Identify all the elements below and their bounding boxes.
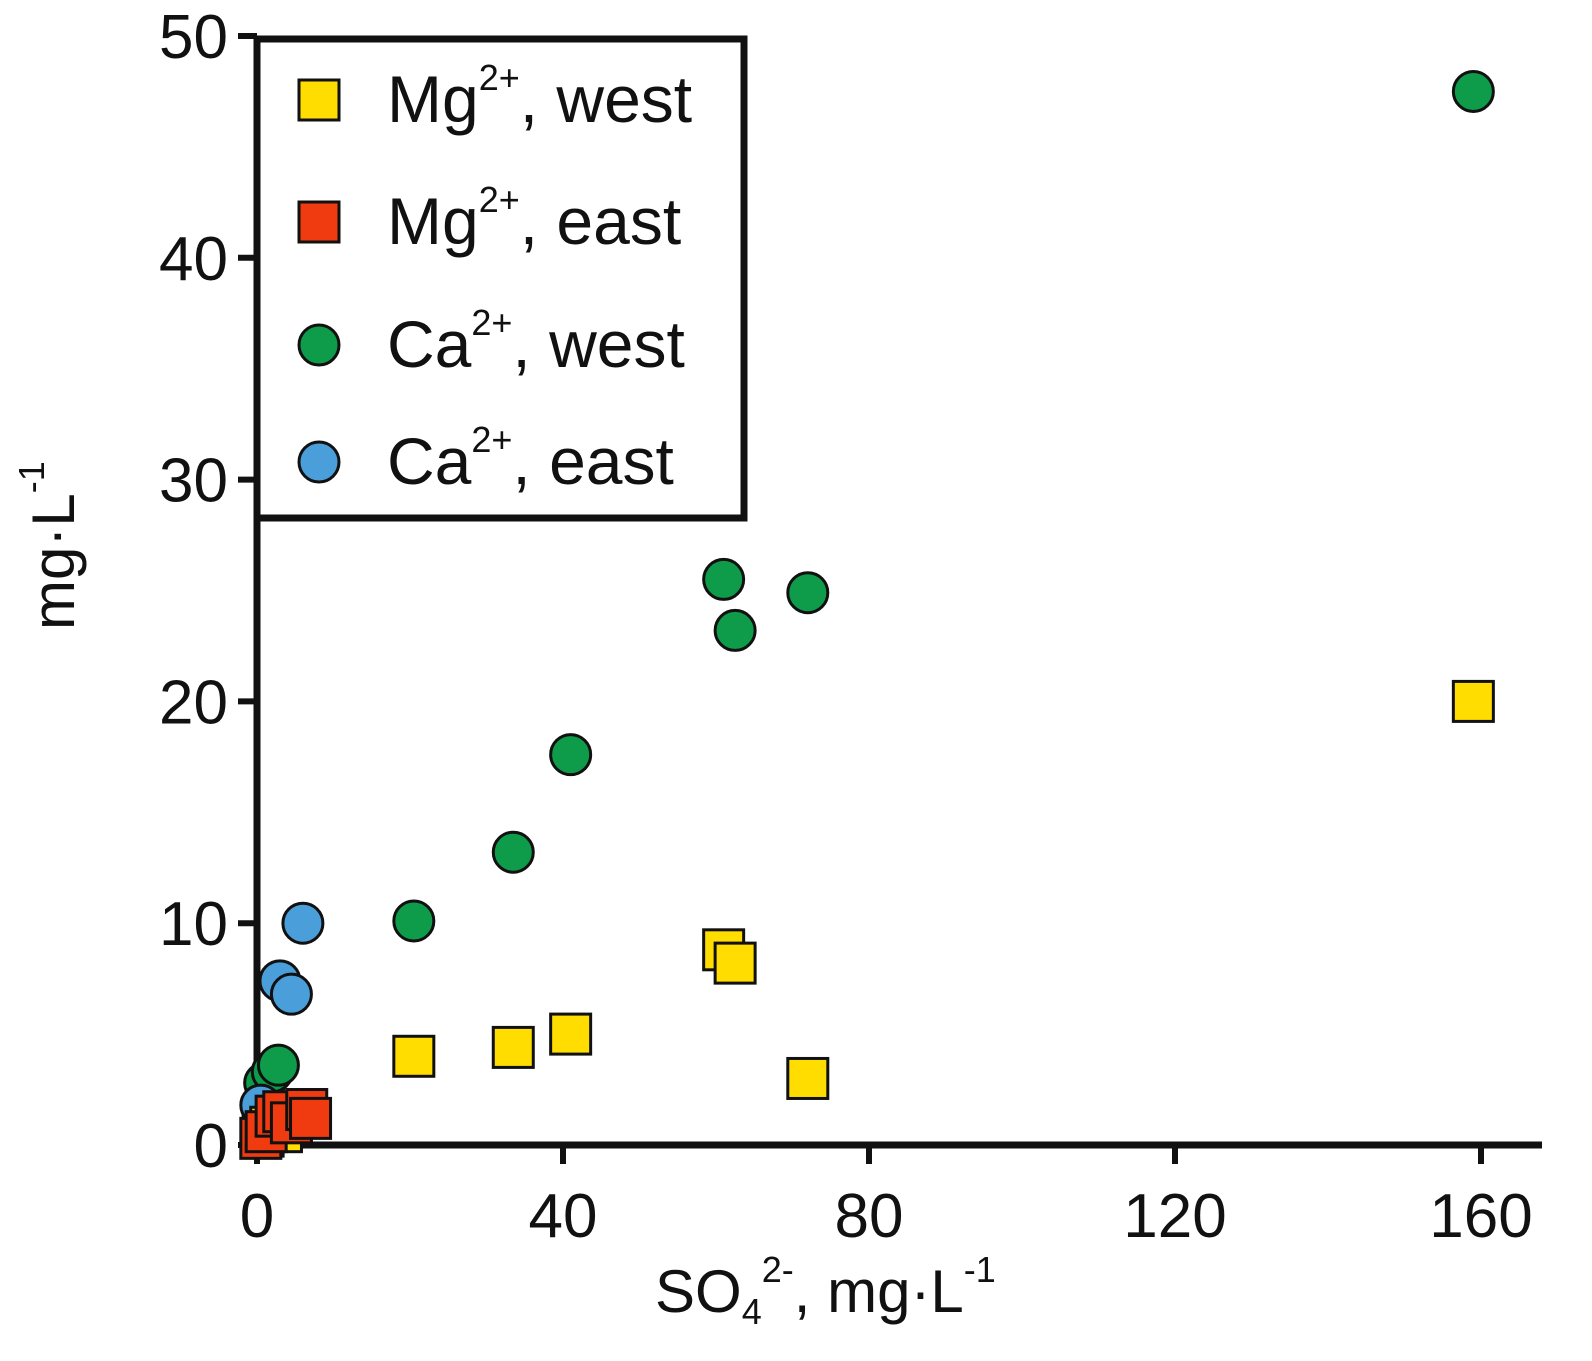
y-ticks: 0 10 20 30 40 50 xyxy=(159,3,257,1181)
legend-marker-circle xyxy=(297,323,341,367)
legend-marker-circle xyxy=(297,440,341,484)
data-point-circle xyxy=(549,733,593,777)
data-point-circle xyxy=(786,571,830,615)
x-axis-title: SO42-, mg·L-1 xyxy=(655,1249,996,1332)
y-tick-label: 30 xyxy=(159,447,228,516)
legend-label: Ca2+, east xyxy=(387,419,674,498)
data-point-circle xyxy=(256,1043,300,1087)
x-axis-title-sub: 4 xyxy=(742,1291,762,1332)
data-point-square xyxy=(786,1056,830,1100)
x-tick-label: 80 xyxy=(835,1182,904,1251)
data-point-square xyxy=(392,1034,436,1078)
y-tick-label: 40 xyxy=(159,225,228,294)
data-point-square xyxy=(549,1012,593,1056)
legend-marker-square xyxy=(297,200,341,244)
x-axis-title-rest: , mg·L xyxy=(794,1258,964,1325)
data-points xyxy=(239,69,1495,1160)
legend-label: Ca2+, west xyxy=(387,302,685,381)
y-axis-title-sup: -1 xyxy=(11,461,52,493)
x-axis-title-unit-sup: -1 xyxy=(964,1249,996,1290)
data-point-circle xyxy=(1451,69,1495,113)
data-point-circle xyxy=(392,899,436,943)
y-tick-label: 50 xyxy=(159,3,228,72)
x-tick-label: 160 xyxy=(1429,1182,1532,1251)
data-point-square xyxy=(1451,679,1495,723)
x-axis-title-base: SO xyxy=(655,1258,742,1325)
y-axis-title-base: mg·L xyxy=(20,493,87,630)
y-tick-label: 0 xyxy=(194,1112,228,1181)
data-point-circle xyxy=(269,972,313,1016)
legend-label: Mg2+, west xyxy=(387,57,692,136)
legend-label: Mg2+, east xyxy=(387,179,681,258)
x-axis-title-sup: 2- xyxy=(762,1249,794,1290)
y-tick-label: 20 xyxy=(159,668,228,737)
y-axis-title: mg·L-1 xyxy=(11,461,87,630)
x-ticks: 0 40 80 120 160 xyxy=(240,1145,1533,1251)
data-point-circle xyxy=(702,557,746,601)
data-point-circle xyxy=(281,901,325,945)
data-point-circle xyxy=(491,830,535,874)
x-tick-label: 0 xyxy=(240,1182,274,1251)
y-tick-label: 10 xyxy=(159,890,228,959)
legend: Mg2+, west Mg2+, east Ca2+, west Ca2+, east xyxy=(253,35,748,522)
x-tick-label: 120 xyxy=(1123,1182,1226,1251)
legend-marker-square xyxy=(297,78,341,122)
x-tick-label: 40 xyxy=(529,1182,598,1251)
data-point-square xyxy=(491,1025,535,1069)
data-point-square xyxy=(289,1096,333,1140)
data-point-circle xyxy=(713,608,757,652)
data-point-square xyxy=(713,941,757,985)
